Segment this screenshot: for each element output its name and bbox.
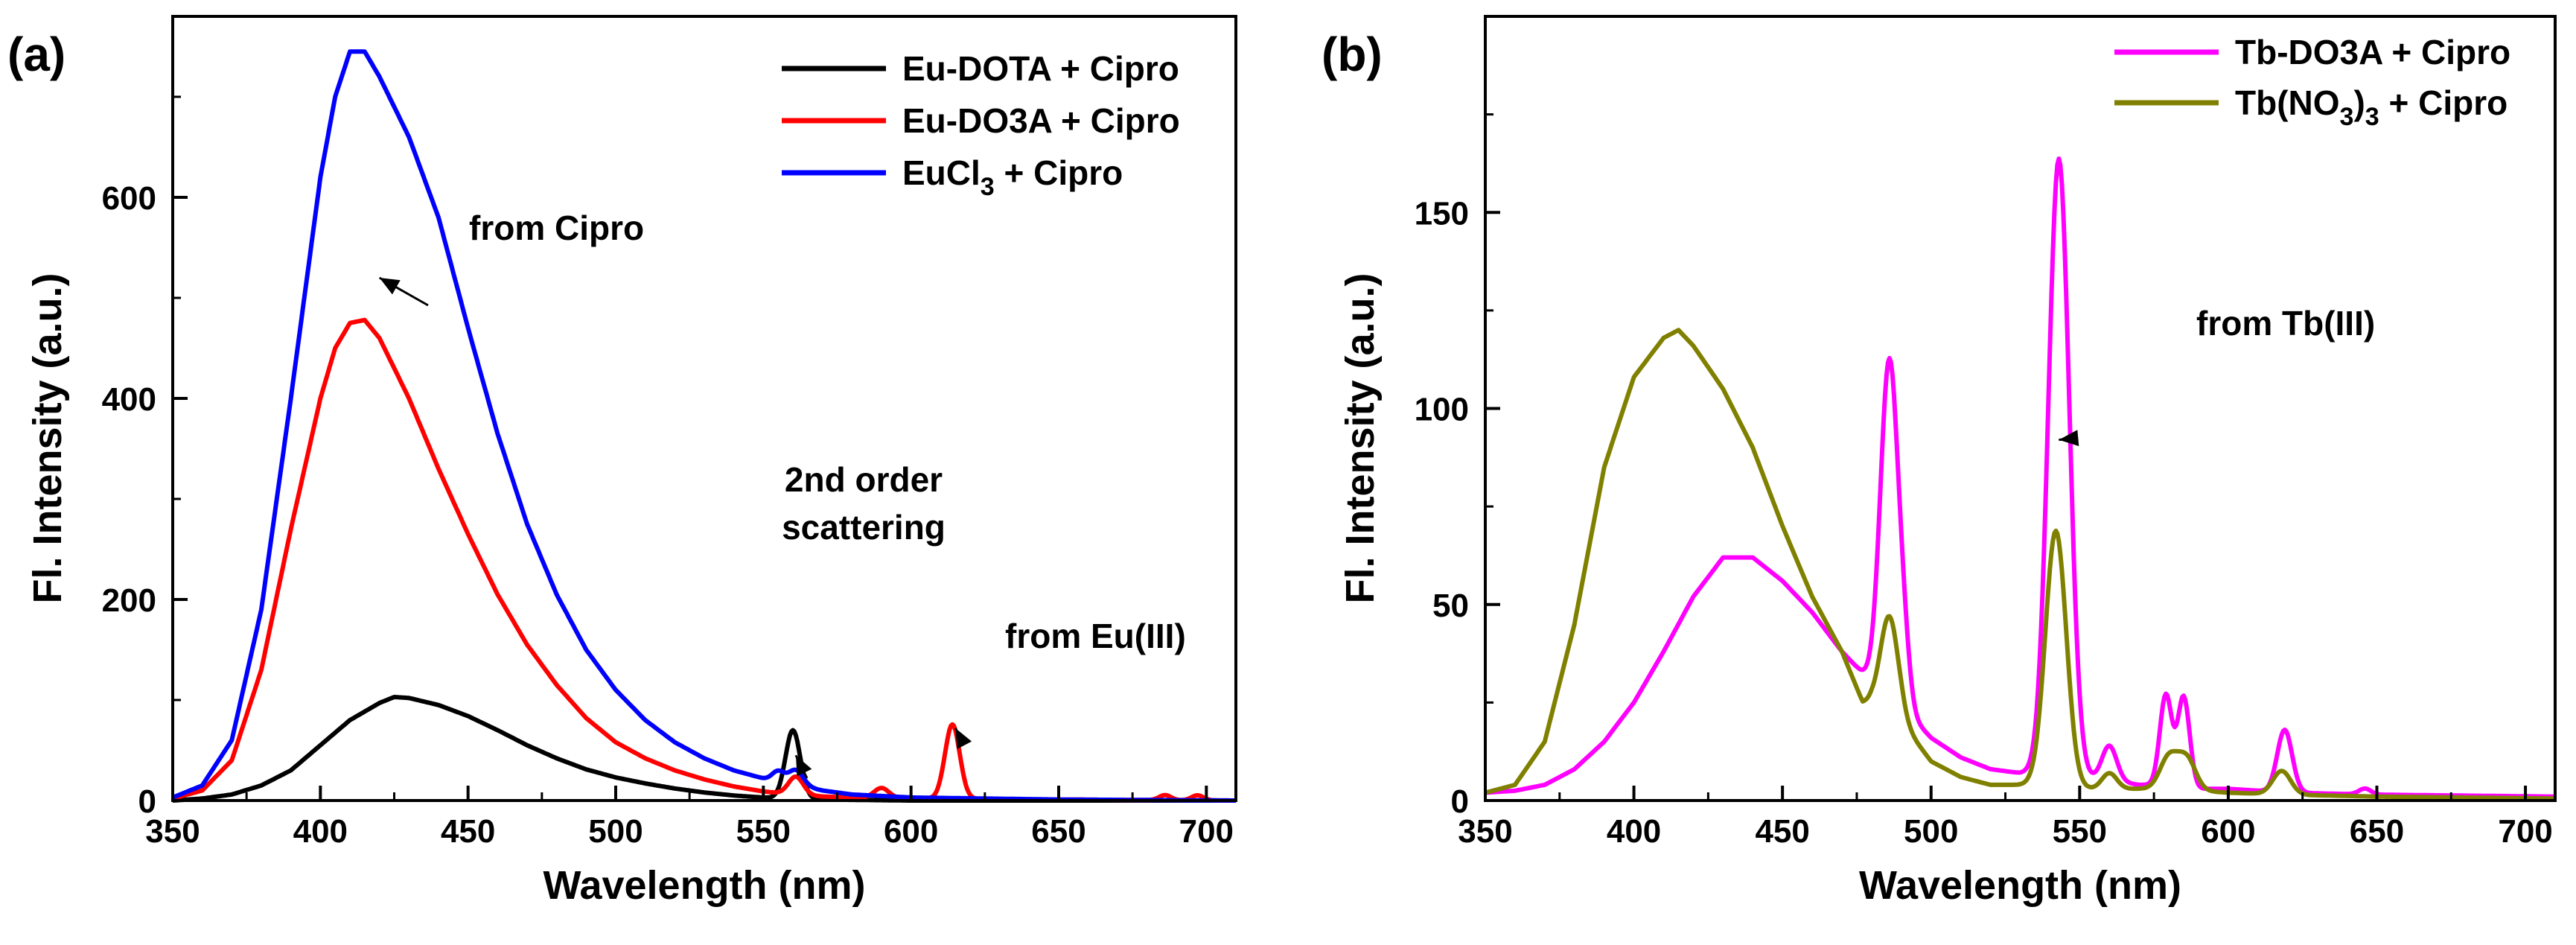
annotation-line: from Eu(III) [1005, 617, 1186, 655]
series-line-eu-do3a-cipro [172, 317, 1237, 803]
annotation-arrowhead [2059, 430, 2079, 447]
y-tick-label: 50 [1432, 588, 1469, 624]
legend-subscript: 3 [2365, 103, 2379, 131]
annotation-text: 2nd order scattering [782, 460, 946, 547]
y-tick-label: 150 [1415, 195, 1469, 232]
annotation-text: from Cipro [469, 209, 644, 247]
legend-entry: EuCl3 + Cipro [902, 153, 1123, 201]
x-tick-label: 650 [2350, 813, 2404, 850]
x-tick-label: 400 [293, 813, 348, 850]
x-tick-label: 650 [1031, 813, 1085, 850]
series-line-eu-dota-cipro [172, 695, 1237, 803]
annotation-line: from Cipro [469, 209, 644, 247]
panel-b-y-axis-label: Fl. Intensity (a.u.) [1338, 273, 1383, 603]
legend-text-part: + Cipro [2379, 83, 2508, 122]
series-line-tb-do3a-cipro [1485, 156, 2556, 799]
y-tick-label: 400 [102, 381, 156, 418]
panel-a-y-axis-label: Fl. Intensity (a.u.) [25, 273, 70, 603]
x-tick-label: 350 [145, 813, 200, 850]
x-tick-label: 550 [736, 813, 791, 850]
legend-subscript: 3 [2340, 103, 2354, 131]
panel-b-x-axis-label: Wavelength (nm) [1859, 863, 2181, 908]
annotation-line: scattering [782, 508, 946, 547]
panel-a-plot-frame [171, 15, 1237, 802]
series-line-tb-no3-3-cipro [1485, 328, 2556, 801]
x-tick-label: 550 [2053, 813, 2107, 850]
x-tick-label: 500 [1904, 813, 1958, 850]
y-tick-label: 100 [1415, 392, 1469, 428]
legend-text-part: Eu-DOTA + Cipro [902, 49, 1179, 88]
annotation-line: 2nd order [785, 460, 943, 499]
x-tick-label: 700 [1179, 813, 1234, 850]
panel-a-legend: Eu-DOTA + Cipro Eu-DO3A + Cipro EuCl3 + Ci… [782, 49, 1180, 201]
x-tick-label: 400 [1607, 813, 1661, 850]
legend-entry: Tb(NO3)3 + Cipro [2235, 83, 2508, 131]
panel-a-chart: (a) 350 400 450 500 550 600 650 700 0 200 400 600 W… [7, 15, 1237, 908]
y-tick-label: 0 [1451, 783, 1469, 820]
x-tick-label: 450 [1755, 813, 1809, 850]
panel-a-label: (a) [7, 28, 66, 81]
panel-b-chart: (b) 350 400 450 500 550 600 650 700 0 50 100 150 Wa… [1322, 15, 2557, 908]
x-tick-label: 600 [2201, 813, 2255, 850]
panel-b-plot-frame [1484, 15, 2557, 802]
panel-a-x-axis-label: Wavelength (nm) [543, 863, 865, 908]
panel-b-ticks: 350 400 450 500 550 600 650 700 0 50 100 150 [1415, 113, 2553, 850]
x-tick-label: 600 [884, 813, 938, 850]
legend-text-part: Tb(NO [2235, 83, 2340, 122]
legend-entry: Eu-DOTA + Cipro [902, 49, 1179, 88]
panel-b-annotations: from Tb(III) [2059, 304, 2375, 447]
y-tick-label: 600 [102, 180, 156, 217]
y-tick-label: 200 [102, 582, 156, 619]
legend-text-part: ) [2353, 83, 2365, 122]
annotation-line: from Tb(III) [2196, 304, 2375, 343]
y-tick-label: 0 [138, 783, 156, 820]
panel-b-label: (b) [1322, 28, 1383, 81]
panel-a-ticks: 350 400 450 500 550 600 650 700 0 200 400 600 [102, 95, 1234, 850]
x-tick-label: 700 [2498, 813, 2552, 850]
annotation-arrowhead [955, 728, 972, 749]
legend-subscript: 3 [981, 173, 995, 201]
legend-text-part: + Cipro [995, 153, 1123, 192]
x-tick-label: 500 [588, 813, 643, 850]
x-tick-label: 350 [1458, 813, 1512, 850]
panel-b-series-lines [1485, 156, 2556, 801]
annotation-arrowhead [379, 278, 401, 295]
panel-a-annotations: from Cipro 2nd order scattering from Eu(III… [378, 209, 1186, 779]
x-tick-label: 450 [441, 813, 495, 850]
legend-text-part: Tb-DO3A + Cipro [2235, 33, 2510, 71]
annotation-text: from Tb(III) [2196, 304, 2375, 343]
annotation-text: from Eu(III) [1005, 617, 1186, 655]
legend-entry: Tb-DO3A + Cipro [2235, 33, 2510, 71]
legend-text-part: EuCl [902, 153, 981, 192]
legend-entry: Eu-DO3A + Cipro [902, 101, 1180, 140]
legend-text-part: Eu-DO3A + Cipro [902, 101, 1180, 140]
annotation-arrowhead [796, 755, 812, 777]
